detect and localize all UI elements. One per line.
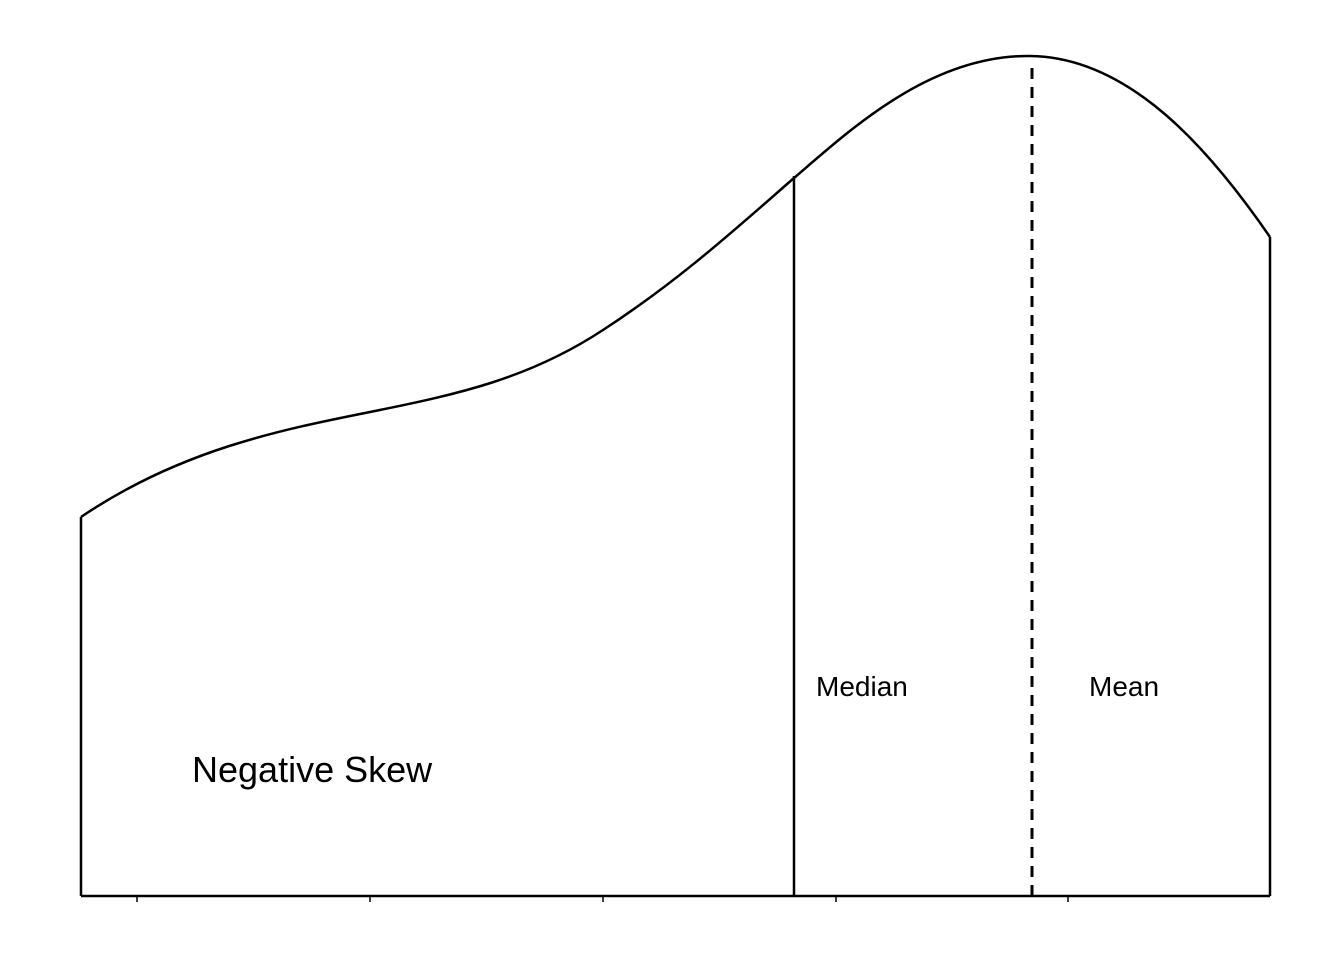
distribution-curve	[80, 54, 1272, 519]
median-label: Median	[816, 671, 908, 702]
baseline-ticks	[136, 896, 1069, 902]
mean-label: Mean	[1089, 671, 1159, 702]
diagram-title: Negative Skew	[192, 749, 433, 790]
